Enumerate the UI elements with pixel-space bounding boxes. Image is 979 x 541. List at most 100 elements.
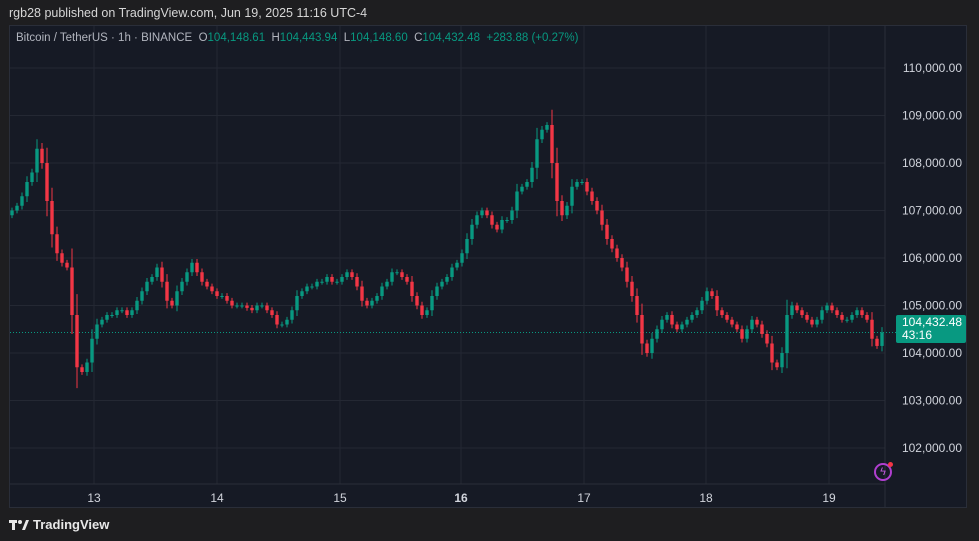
candle-body <box>295 296 299 311</box>
candle-body <box>695 310 699 315</box>
candle-body <box>345 272 349 277</box>
candle-body <box>710 291 714 296</box>
candle-body <box>430 296 434 311</box>
close-label: C <box>414 32 423 44</box>
candle-body <box>795 305 799 311</box>
candle-body <box>15 205 19 211</box>
candle-body <box>130 310 134 315</box>
candle-body <box>290 310 294 320</box>
candle-body <box>20 196 24 206</box>
candle-body <box>530 167 534 182</box>
candle-body <box>595 201 599 211</box>
candle-body <box>605 224 609 239</box>
candle-body <box>110 315 114 316</box>
candle-body <box>35 148 39 173</box>
candle-body <box>685 319 689 325</box>
lightning-icon[interactable]: ϟ <box>874 462 893 481</box>
candle-body <box>480 210 484 216</box>
candle-body <box>435 286 439 296</box>
candle-body <box>520 186 524 192</box>
candle-body <box>855 310 859 315</box>
bar-countdown: 43:16 <box>902 328 933 342</box>
candle-body <box>820 310 824 320</box>
y-tick-label: 110,000.00 <box>903 61 962 75</box>
candle-body <box>585 182 589 192</box>
candle-body <box>25 182 29 197</box>
candle-body <box>280 324 284 326</box>
candle-body <box>495 224 499 230</box>
y-tick-label: 105,000.00 <box>902 299 962 313</box>
candle-body <box>95 324 99 339</box>
candle-body <box>485 210 489 216</box>
candle-body <box>240 305 244 307</box>
candle-body <box>825 305 829 311</box>
candle-body <box>100 319 104 325</box>
candle-body <box>705 291 709 301</box>
candle-body <box>150 277 154 282</box>
candle-body <box>415 296 419 306</box>
candle-body <box>400 272 404 277</box>
candle-body <box>325 277 329 282</box>
candle-body <box>315 281 319 287</box>
candle-body <box>135 300 139 311</box>
candle-body <box>305 286 309 292</box>
candle-body <box>500 220 504 230</box>
candle-body <box>425 310 429 315</box>
candle-body <box>170 300 174 306</box>
candle-body <box>320 281 324 283</box>
candle-body <box>765 334 769 344</box>
candle-body <box>840 315 844 320</box>
candle-body <box>340 277 344 282</box>
change-value: +283.88 (+0.27%) <box>486 32 579 44</box>
candle-body <box>140 291 144 301</box>
candle-body <box>730 319 734 325</box>
candle-body <box>360 286 364 301</box>
candle-body <box>235 305 239 307</box>
candle-body <box>510 210 514 220</box>
footer-brand[interactable]: TradingView <box>9 517 109 532</box>
x-tick-label: 19 <box>822 491 836 505</box>
candle-body <box>790 305 794 315</box>
y-tick-label: 106,000.00 <box>902 251 962 265</box>
candle-body <box>105 315 109 320</box>
candle-body <box>335 281 339 283</box>
chart-pane[interactable] <box>9 25 967 508</box>
published-caption: rgb28 published on TradingView.com, Jun … <box>9 6 368 20</box>
y-tick-label: 102,000.00 <box>902 441 962 455</box>
close-value: 104,432.48 <box>422 32 480 44</box>
candle-body <box>115 310 119 315</box>
candle-body <box>420 305 424 315</box>
candle-body <box>365 300 369 306</box>
candle-body <box>145 281 149 292</box>
candle-body <box>490 215 494 225</box>
candle-body <box>660 319 664 330</box>
candle-body <box>255 305 259 311</box>
candle-body <box>470 224 474 239</box>
candle-body <box>875 338 879 346</box>
candle-body <box>540 129 544 140</box>
candle-body <box>870 319 874 339</box>
candle-body <box>810 319 814 325</box>
candle-body <box>555 163 559 201</box>
symbol-title: Bitcoin / TetherUS · 1h · BINANCE <box>16 32 193 44</box>
tradingview-logo-icon <box>9 519 29 530</box>
candle-body <box>720 310 724 315</box>
candle-body <box>155 267 159 277</box>
candle-body <box>455 262 459 268</box>
candle-body <box>380 286 384 296</box>
candle-body <box>700 300 704 311</box>
candle-body <box>805 315 809 320</box>
open-label: O <box>198 32 208 44</box>
candle-body <box>630 281 634 296</box>
candle-body <box>205 281 209 287</box>
low-value: 104,148.60 <box>350 32 408 44</box>
candle-body <box>830 305 834 311</box>
candle-body <box>770 343 774 363</box>
candle-body <box>600 210 604 225</box>
candle-body <box>755 319 759 325</box>
low-label: L <box>343 32 351 44</box>
candle-body <box>40 148 44 163</box>
candle-body <box>460 253 464 263</box>
candle-body <box>45 163 49 201</box>
